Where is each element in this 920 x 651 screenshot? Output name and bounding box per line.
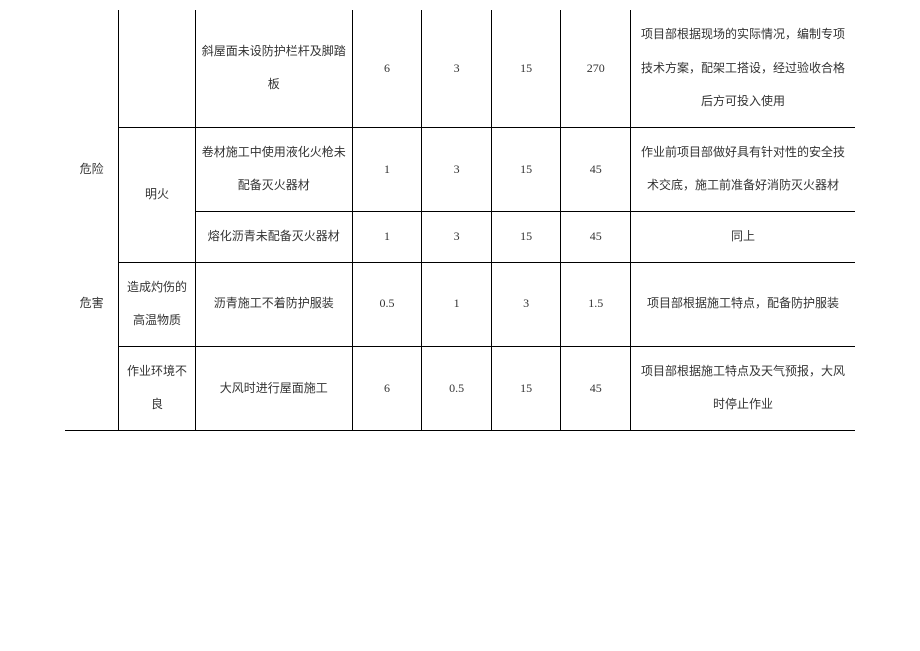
col1-danger-label: 危险 (65, 127, 119, 211)
measure-cell: 项目部根据施工特点，配备防护服装 (631, 262, 856, 346)
description-cell: 斜屋面未设防护栏杆及脚踏板 (195, 10, 352, 127)
value-cell: 45 (561, 346, 631, 430)
value-cell: 6 (352, 346, 422, 430)
description-cell: 卷材施工中使用液化火枪未配备灭火器材 (195, 127, 352, 211)
table-row: 作业环境不良 大风时进行屋面施工 6 0.5 15 45 项目部根据施工特点及天… (65, 346, 855, 430)
value-cell: 3 (491, 262, 561, 346)
table-container: 斜屋面未设防护栏杆及脚踏板 6 3 15 270 项目部根据现场的实际情况，编制… (65, 10, 855, 431)
col2-cell (119, 10, 195, 127)
description-cell: 熔化沥青未配备灭火器材 (195, 211, 352, 262)
value-cell: 15 (491, 10, 561, 127)
col1-cell (65, 211, 119, 262)
table-row: 斜屋面未设防护栏杆及脚踏板 6 3 15 270 项目部根据现场的实际情况，编制… (65, 10, 855, 127)
col1-cell (65, 346, 119, 430)
value-cell: 6 (352, 10, 422, 127)
value-cell: 1 (422, 262, 492, 346)
value-cell: 1 (352, 211, 422, 262)
table-row: 危险 明火 卷材施工中使用液化火枪未配备灭火器材 1 3 15 45 作业前项目… (65, 127, 855, 211)
col2-cell: 作业环境不良 (119, 346, 195, 430)
value-cell: 3 (422, 127, 492, 211)
value-cell: 1.5 (561, 262, 631, 346)
measure-cell: 同上 (631, 211, 856, 262)
value-cell: 15 (491, 127, 561, 211)
value-cell: 45 (561, 211, 631, 262)
value-cell: 270 (561, 10, 631, 127)
col1-cell (65, 10, 119, 127)
col1-hazard-label: 危害 (65, 262, 119, 346)
value-cell: 15 (491, 211, 561, 262)
value-cell: 3 (422, 211, 492, 262)
value-cell: 45 (561, 127, 631, 211)
value-cell: 1 (352, 127, 422, 211)
value-cell: 15 (491, 346, 561, 430)
value-cell: 0.5 (422, 346, 492, 430)
description-cell: 沥青施工不着防护服装 (195, 262, 352, 346)
measure-cell: 作业前项目部做好具有针对性的安全技术交底，施工前准备好消防灭火器材 (631, 127, 856, 211)
col2-cell: 明火 (119, 127, 195, 262)
col2-cell: 造成灼伤的高温物质 (119, 262, 195, 346)
description-cell: 大风时进行屋面施工 (195, 346, 352, 430)
table-row: 危害 造成灼伤的高温物质 沥青施工不着防护服装 0.5 1 3 1.5 项目部根… (65, 262, 855, 346)
value-cell: 0.5 (352, 262, 422, 346)
hazard-table: 斜屋面未设防护栏杆及脚踏板 6 3 15 270 项目部根据现场的实际情况，编制… (65, 10, 855, 431)
measure-cell: 项目部根据施工特点及天气预报，大风时停止作业 (631, 346, 856, 430)
measure-cell: 项目部根据现场的实际情况，编制专项技术方案，配架工搭设，经过验收合格后方可投入使… (631, 10, 856, 127)
value-cell: 3 (422, 10, 492, 127)
